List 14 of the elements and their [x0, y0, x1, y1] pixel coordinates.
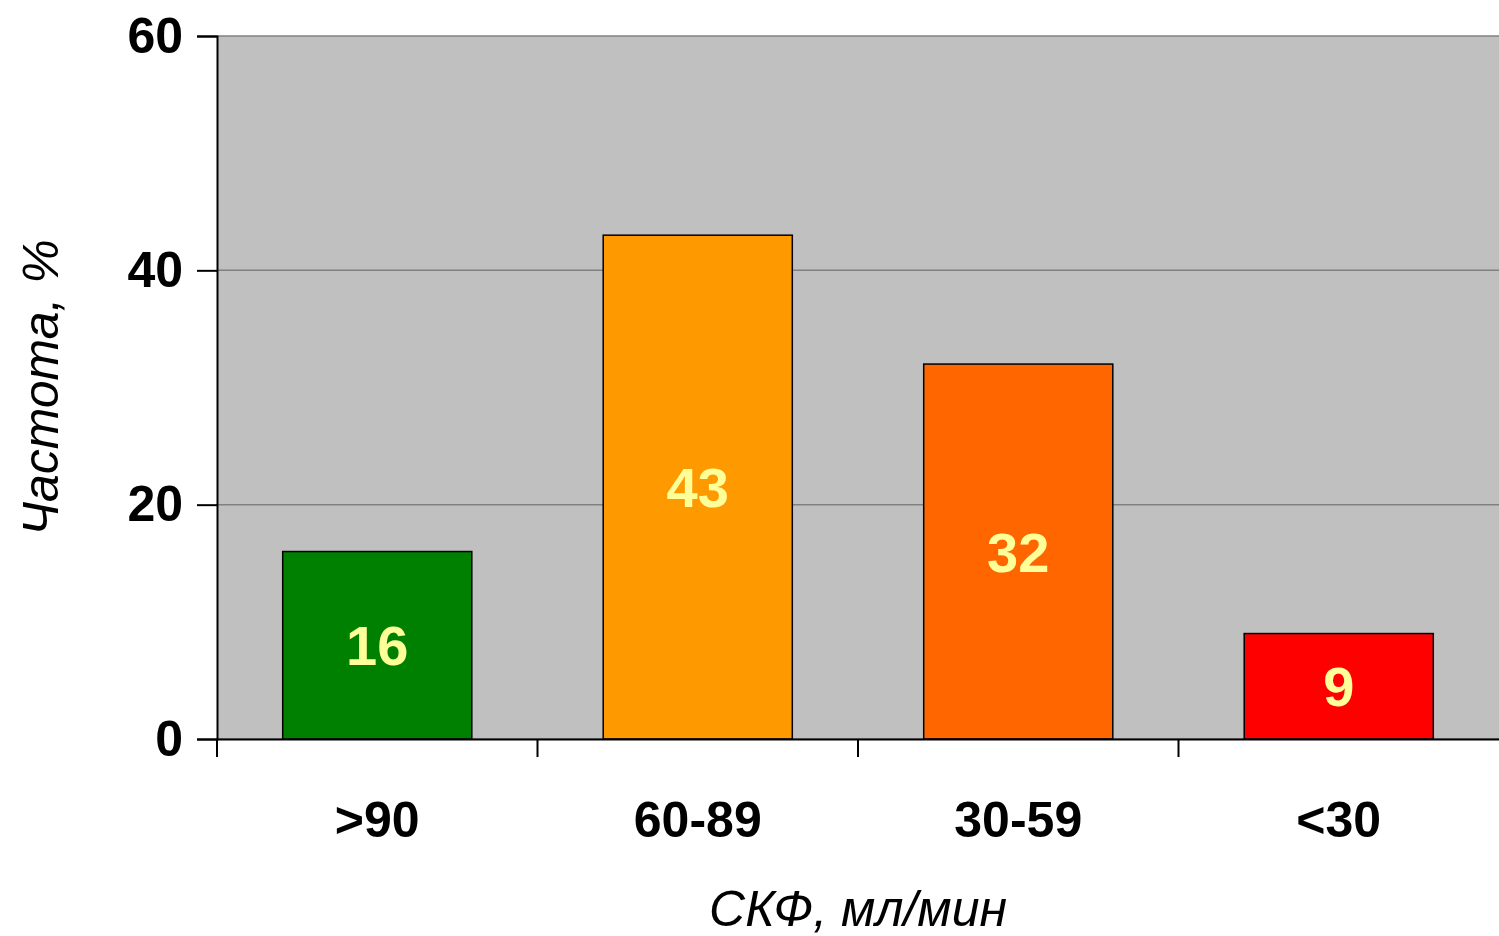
x-axis-title: СКФ, мл/мин — [709, 881, 1007, 936]
y-tick-label: 20 — [127, 476, 183, 533]
data-label: 16 — [346, 614, 409, 678]
data-label: 32 — [987, 520, 1050, 584]
y-tick-label: 0 — [155, 710, 183, 767]
x-tick-label: 60-89 — [633, 791, 762, 848]
data-label: 43 — [666, 456, 729, 520]
x-tick-label: >90 — [334, 791, 420, 848]
x-tick-label: 30-59 — [954, 791, 1083, 848]
data-label: 9 — [1323, 655, 1355, 719]
y-tick-label: 60 — [127, 7, 183, 64]
y-tick-label: 40 — [127, 241, 183, 298]
y-axis-title: Частота, % — [13, 239, 69, 536]
x-tick-label: <30 — [1296, 791, 1382, 848]
